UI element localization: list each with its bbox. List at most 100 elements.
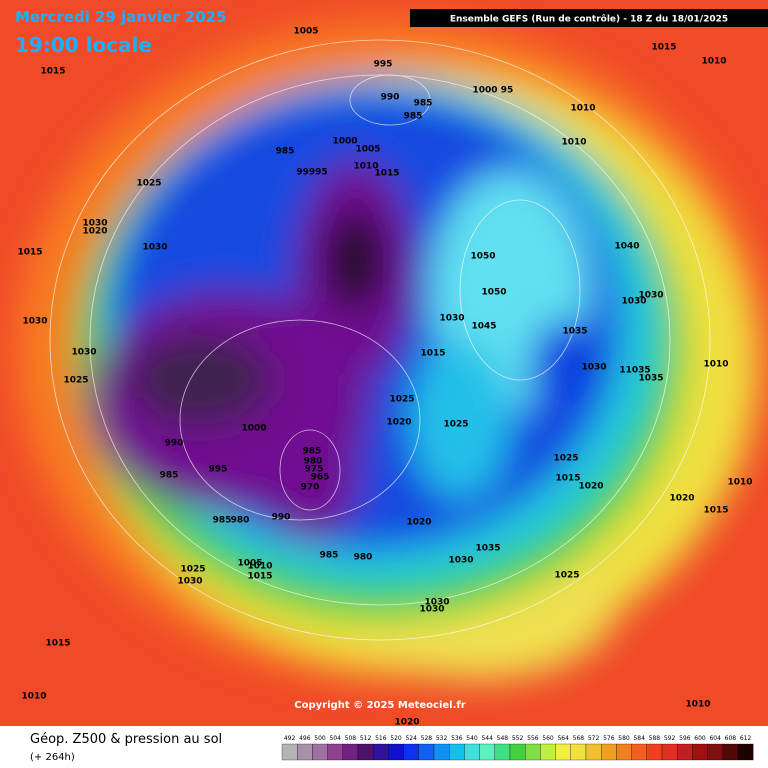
pressure-label: 985 (303, 447, 322, 457)
scale-swatch (464, 743, 480, 761)
scale-swatch (540, 743, 556, 761)
pressure-label: 11035 (619, 366, 650, 376)
scale-label: 548 (497, 735, 509, 742)
footer-title: Géop. Z500 & pression au sol (30, 732, 222, 747)
scale-swatch (525, 743, 541, 761)
pressure-label: 985 (320, 551, 339, 561)
pressure-label: 1025 (389, 395, 414, 405)
pressure-label: 1025 (553, 454, 578, 464)
pressure-label: 985 (276, 147, 295, 157)
pressure-label: 1030 (419, 605, 444, 615)
scale-swatch (388, 743, 404, 761)
scale-swatch (661, 743, 678, 761)
pressure-label: 1010 (247, 562, 272, 572)
scale-swatch (631, 743, 647, 761)
scale-label: 512 (360, 735, 372, 742)
pressure-label: 1005 (237, 559, 262, 569)
scale-label: 520 (390, 735, 402, 742)
pressure-label: 95 (501, 86, 514, 96)
pressure-label: 990 (381, 93, 400, 103)
scale-swatch (327, 743, 343, 761)
pressure-label: 1015 (17, 248, 42, 258)
scale-label: 568 (573, 735, 585, 742)
pressure-label: 1010 (561, 138, 586, 148)
scale-label: 496 (299, 735, 311, 742)
run-info: Ensemble GEFS (Run de contrôle) - 18 Z d… (450, 14, 728, 25)
pressure-label: 1015 (45, 639, 70, 649)
pressure-label: 1035 (475, 544, 500, 554)
pressure-label: 1010 (703, 360, 728, 370)
pressure-label: 1020 (578, 482, 603, 492)
pressure-label: 99995 (296, 168, 327, 178)
pressure-label: 1035 (562, 327, 587, 337)
pressure-label: 1020 (669, 494, 694, 504)
pressure-label: 1030 (22, 317, 47, 327)
pressure-label: 1015 (374, 169, 399, 179)
pressure-label: 1010 (353, 162, 378, 172)
pressure-label: 1030 (439, 314, 464, 324)
scale-swatch (646, 743, 663, 761)
pressure-label: 995 (209, 465, 228, 475)
scale-label: 612 (740, 735, 752, 742)
pressure-label: 1025 (554, 571, 579, 581)
pressure-label: 970 (301, 483, 320, 493)
pressure-label: 995 (374, 60, 393, 70)
pressure-label: 1030 (177, 577, 202, 587)
pressure-label: 985 (404, 112, 423, 122)
pressure-label: 1015 (247, 572, 272, 582)
header-bar (410, 9, 768, 27)
scale-label: 572 (588, 735, 600, 742)
scale-swatch (707, 743, 723, 761)
pressure-label: 1025 (180, 565, 205, 575)
scale-swatch (357, 743, 374, 761)
pressure-label: 1045 (471, 322, 496, 332)
pressure-label: 1010 (701, 57, 726, 67)
scale-label: 540 (466, 735, 478, 742)
scale-swatch (281, 743, 298, 761)
pressure-label: 1005 (355, 145, 380, 155)
scale-swatch (479, 743, 495, 761)
pressure-label: 980 (304, 457, 323, 467)
scale-swatch (403, 743, 419, 761)
scale-swatch (509, 743, 526, 761)
scale-swatch (373, 743, 389, 761)
pressure-label: 1010 (570, 104, 595, 114)
scale-swatch (297, 743, 313, 761)
scale-label: 544 (481, 735, 493, 742)
map-field (0, 0, 768, 726)
pressure-label: 1020 (386, 418, 411, 428)
pressure-label: 1030 (71, 348, 96, 358)
pressure-label: 1030 (82, 219, 107, 229)
pressure-label: 1015 (555, 474, 580, 484)
scale-label: 528 (421, 735, 433, 742)
pressure-label: 1025 (63, 376, 88, 386)
scale-swatch (585, 743, 602, 761)
scale-label: 536 (451, 735, 463, 742)
scale-swatch (692, 743, 708, 761)
scale-label: 500 (314, 735, 326, 742)
pressure-label: 1010 (685, 700, 710, 710)
pressure-label: 1015 (420, 349, 445, 359)
scale-swatch (677, 743, 693, 761)
pressure-label: 980 (354, 553, 373, 563)
pressure-label: 985 (160, 471, 179, 481)
pressure-label: 1005 (293, 27, 318, 37)
pressure-label: 985 (213, 516, 232, 526)
scale-label: 524 (405, 735, 417, 742)
date: Mercredi 29 janvier 2025 (15, 8, 227, 26)
pressure-label: 1025 (136, 179, 161, 189)
pressure-label: 1010 (21, 692, 46, 702)
pressure-label: 1015 (703, 506, 728, 516)
pressure-label: 1015 (40, 67, 65, 77)
pressure-label: 980 (231, 516, 250, 526)
scale-swatch (555, 743, 571, 761)
pressure-label: 1050 (470, 252, 495, 262)
pressure-label: 1020 (394, 718, 419, 728)
pressure-label: 990 (272, 513, 291, 523)
scale-label: 596 (679, 735, 691, 742)
pressure-label: 990 (165, 439, 184, 449)
scale-label: 600 (694, 735, 706, 742)
pressure-label: 1030 (621, 297, 646, 307)
pressure-label: 1000 (472, 86, 497, 96)
